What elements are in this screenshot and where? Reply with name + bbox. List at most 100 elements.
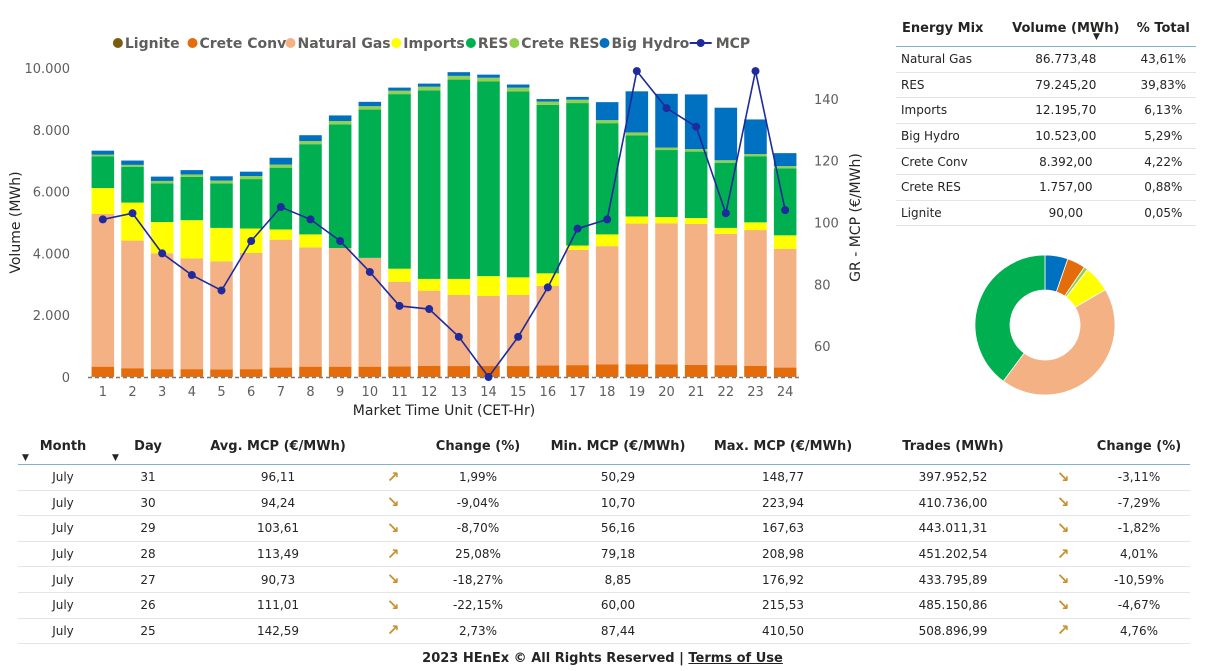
bar-segment[interactable]: [655, 364, 678, 377]
bar-segment[interactable]: [150, 369, 174, 377]
bar-segment[interactable]: [388, 281, 411, 367]
mcp-point[interactable]: [632, 67, 641, 76]
bar-segment[interactable]: [417, 86, 441, 91]
bar-segment[interactable]: [773, 153, 797, 167]
bar-segment[interactable]: [269, 157, 293, 165]
bar-segment[interactable]: [150, 176, 174, 181]
bar-segment[interactable]: [447, 278, 471, 295]
bar-segment[interactable]: [625, 216, 649, 224]
mix-row[interactable]: Crete RES 1.757,00 0,88%: [896, 174, 1196, 201]
table-row[interactable]: July 30 94,24 ↘ -9,04% 10,70 223,94 410.736,00 ↘…: [18, 490, 1190, 517]
bar-segment[interactable]: [299, 144, 322, 235]
legend-item-res[interactable]: RES: [465, 36, 508, 52]
bar-segment[interactable]: [744, 156, 767, 223]
bar-segment[interactable]: [595, 120, 619, 124]
bar-segment[interactable]: [180, 220, 204, 259]
bar-segment[interactable]: [239, 369, 263, 377]
bar-segment[interactable]: [150, 180, 174, 184]
bar-segment[interactable]: [744, 230, 767, 366]
legend-item-crete-res[interactable]: Crete RES: [509, 36, 599, 52]
mcp-point[interactable]: [781, 206, 790, 215]
mcp-point[interactable]: [158, 249, 167, 258]
mix-header-energy[interactable]: Energy Mix: [896, 10, 1001, 47]
header-min-mcp[interactable]: Min. MCP (€/MWh): [538, 428, 698, 465]
bar-segment[interactable]: [655, 217, 678, 224]
bar-segment[interactable]: [328, 124, 352, 248]
bar-segment[interactable]: [269, 367, 293, 377]
mcp-point[interactable]: [276, 203, 285, 212]
bar-segment[interactable]: [773, 367, 797, 377]
bar-segment[interactable]: [299, 141, 322, 145]
header-avg-mcp[interactable]: Avg. MCP (€/MWh): [188, 428, 368, 465]
bar-segment[interactable]: [744, 365, 767, 377]
header-avg-change[interactable]: Change (%): [418, 428, 538, 465]
bar-segment[interactable]: [417, 365, 441, 377]
bar-segment[interactable]: [714, 233, 738, 366]
bar-segment[interactable]: [684, 364, 708, 377]
mcp-point[interactable]: [187, 271, 196, 280]
bar-segment[interactable]: [714, 107, 738, 161]
bar-segment[interactable]: [536, 101, 560, 105]
bar-segment[interactable]: [744, 154, 767, 157]
bar-segment[interactable]: [299, 234, 322, 248]
bar-segment[interactable]: [328, 366, 352, 377]
bar-segment[interactable]: [447, 294, 471, 367]
bar-segment[interactable]: [625, 223, 649, 365]
bar-segment[interactable]: [239, 175, 263, 180]
mcp-point[interactable]: [662, 104, 671, 113]
table-row[interactable]: July 27 90,73 ↘ -18,27% 8,85 176,92 433.795,89 ↘…: [18, 566, 1190, 593]
mcp-point[interactable]: [721, 209, 730, 218]
bar-segment[interactable]: [358, 257, 382, 367]
bar-segment[interactable]: [595, 234, 619, 247]
bar-segment[interactable]: [299, 135, 322, 142]
bar-segment[interactable]: [91, 150, 115, 155]
mcp-point[interactable]: [336, 237, 345, 246]
bar-segment[interactable]: [477, 81, 500, 277]
terms-of-use-link[interactable]: Terms of Use: [688, 651, 783, 666]
sort-desc-icon[interactable]: ▼: [22, 453, 29, 463]
bar-segment[interactable]: [625, 364, 649, 377]
mcp-point[interactable]: [128, 209, 137, 218]
bar-segment[interactable]: [328, 247, 352, 367]
bar-segment[interactable]: [91, 214, 115, 367]
bar-segment[interactable]: [121, 160, 144, 165]
bar-segment[interactable]: [714, 162, 738, 228]
bar-segment[interactable]: [506, 84, 530, 88]
bar-segment[interactable]: [477, 74, 500, 78]
bar-segment[interactable]: [239, 171, 263, 176]
bar-segment[interactable]: [388, 366, 411, 377]
bar-segment[interactable]: [121, 368, 144, 377]
bar-segment[interactable]: [744, 119, 767, 155]
bar-segment[interactable]: [773, 166, 797, 169]
mcp-point[interactable]: [395, 301, 404, 310]
bar-segment[interactable]: [358, 106, 382, 110]
mix-row[interactable]: RES 79.245,20 39,83%: [896, 72, 1196, 99]
bar-segment[interactable]: [447, 79, 471, 279]
bar-segment[interactable]: [773, 168, 797, 236]
legend-item-natural-gas[interactable]: Natural Gas: [285, 36, 391, 52]
bar-segment[interactable]: [121, 240, 144, 369]
bar-segment[interactable]: [269, 239, 293, 368]
bar-segment[interactable]: [506, 87, 530, 92]
bar-segment[interactable]: [566, 249, 589, 366]
bar-segment[interactable]: [269, 229, 293, 240]
bar-segment[interactable]: [388, 90, 411, 95]
table-row[interactable]: July 31 96,11 ↗ 1,99% 50,29 148,77 397.952,52 ↘ -…: [18, 464, 1190, 491]
mcp-point[interactable]: [514, 332, 523, 341]
donut-slice-natural-gas[interactable]: [1002, 289, 1116, 396]
header-month[interactable]: Month ▼: [18, 428, 108, 465]
bar-segment[interactable]: [566, 365, 589, 377]
bar-segment[interactable]: [210, 176, 233, 181]
legend-item-imports[interactable]: Imports: [391, 36, 465, 52]
mcp-point[interactable]: [751, 67, 760, 76]
bar-segment[interactable]: [566, 99, 589, 104]
bar-segment[interactable]: [358, 101, 382, 107]
bar-segment[interactable]: [684, 94, 708, 150]
bar-segment[interactable]: [536, 285, 560, 366]
bar-segment[interactable]: [477, 276, 500, 296]
bar-segment[interactable]: [595, 246, 619, 365]
mcp-point[interactable]: [306, 215, 315, 224]
bar-segment[interactable]: [180, 174, 204, 177]
table-row[interactable]: July 28 113,49 ↗ 25,08% 79,18 208,98 451.202,54…: [18, 541, 1190, 568]
mcp-point[interactable]: [98, 215, 107, 224]
